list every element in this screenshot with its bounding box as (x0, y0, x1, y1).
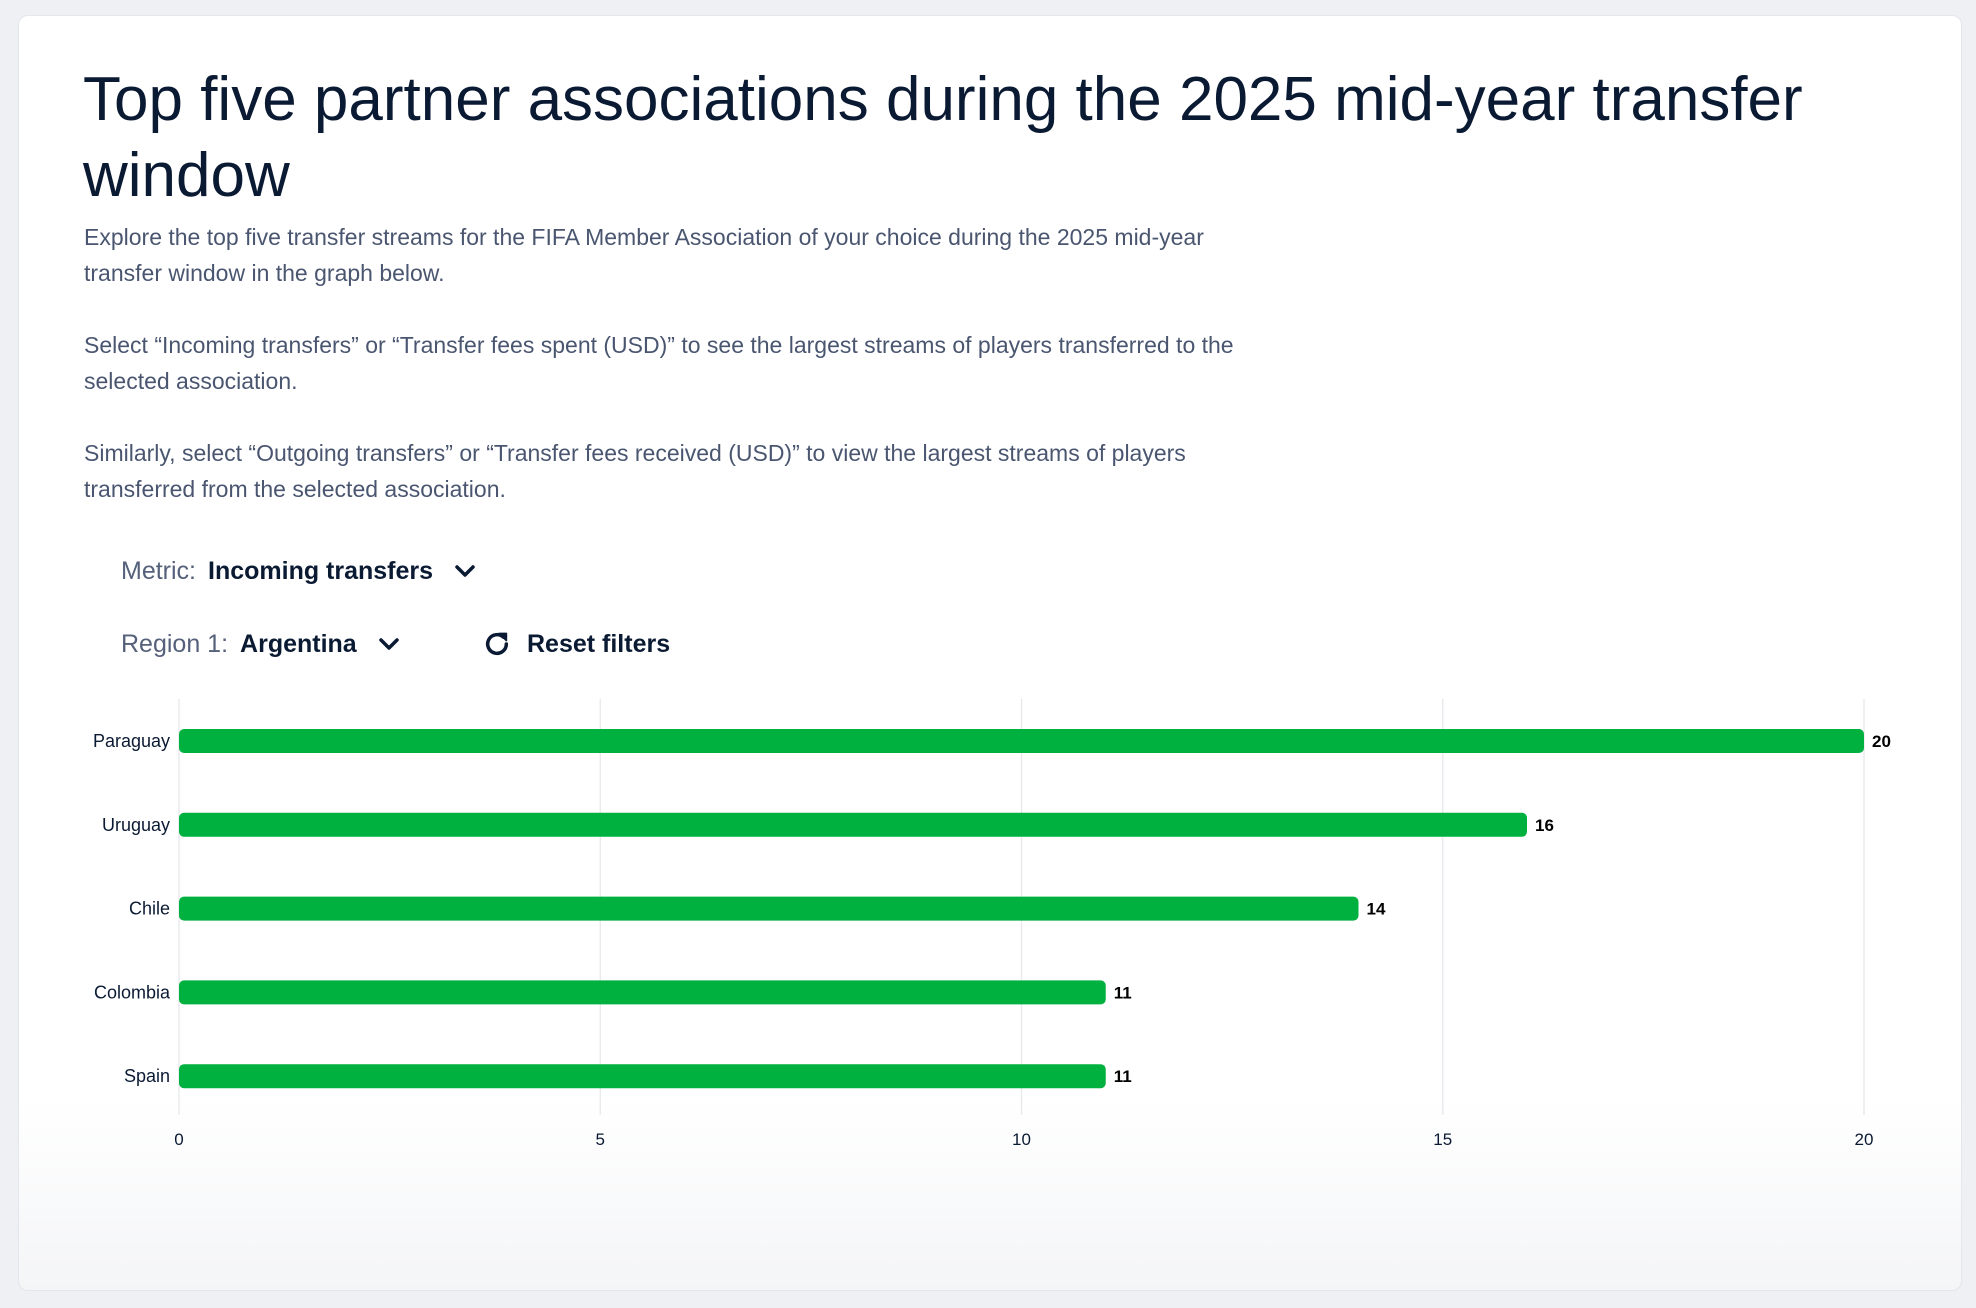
data-label: 16 (1535, 816, 1554, 835)
metric-value[interactable]: Incoming transfers (208, 556, 434, 585)
y-tick-label: Chile (129, 899, 170, 919)
reset-filters-button[interactable]: Reset filters (483, 624, 670, 664)
y-tick-label: Paraguay (93, 731, 170, 751)
description: Explore the top five transfer streams fo… (84, 219, 1284, 543)
chevron-down-icon[interactable] (453, 559, 477, 583)
bar (179, 1064, 1106, 1089)
metric-label: Metric: (121, 556, 196, 585)
bar (179, 980, 1106, 1005)
data-label: 20 (1872, 732, 1891, 751)
bar (179, 729, 1864, 753)
x-tick-label: 0 (174, 1130, 183, 1149)
x-tick-label: 20 (1855, 1130, 1874, 1149)
refresh-icon (485, 632, 509, 656)
reset-filters-label: Reset filters (527, 629, 671, 658)
region-value[interactable]: Argentina (240, 629, 357, 658)
bar (179, 896, 1359, 921)
description-paragraph: Select “Incoming transfers” or “Transfer… (84, 332, 1234, 394)
y-tick-label: Spain (124, 1066, 170, 1086)
description-paragraph: Explore the top five transfer streams fo… (84, 224, 1204, 286)
y-tick-label: Colombia (94, 982, 171, 1002)
chevron-down-icon[interactable] (377, 632, 401, 656)
region-label: Region 1: (121, 629, 229, 658)
data-label: 14 (1367, 900, 1386, 919)
region-dropdown[interactable]: Region 1: Argentina (121, 624, 401, 664)
data-label: 11 (1114, 983, 1132, 1002)
x-tick-label: 15 (1433, 1130, 1452, 1149)
x-tick-label: 5 (596, 1130, 605, 1149)
description-paragraph: Similarly, select “Outgoing transfers” o… (84, 440, 1186, 502)
page-title: Top five partner associations during the… (83, 65, 1803, 210)
x-tick-label: 10 (1012, 1130, 1031, 1149)
y-tick-label: Uruguay (102, 815, 170, 835)
metric-dropdown[interactable]: Metric: Incoming transfers (121, 551, 477, 591)
data-label: 11 (1114, 1067, 1132, 1086)
bar (179, 812, 1527, 837)
